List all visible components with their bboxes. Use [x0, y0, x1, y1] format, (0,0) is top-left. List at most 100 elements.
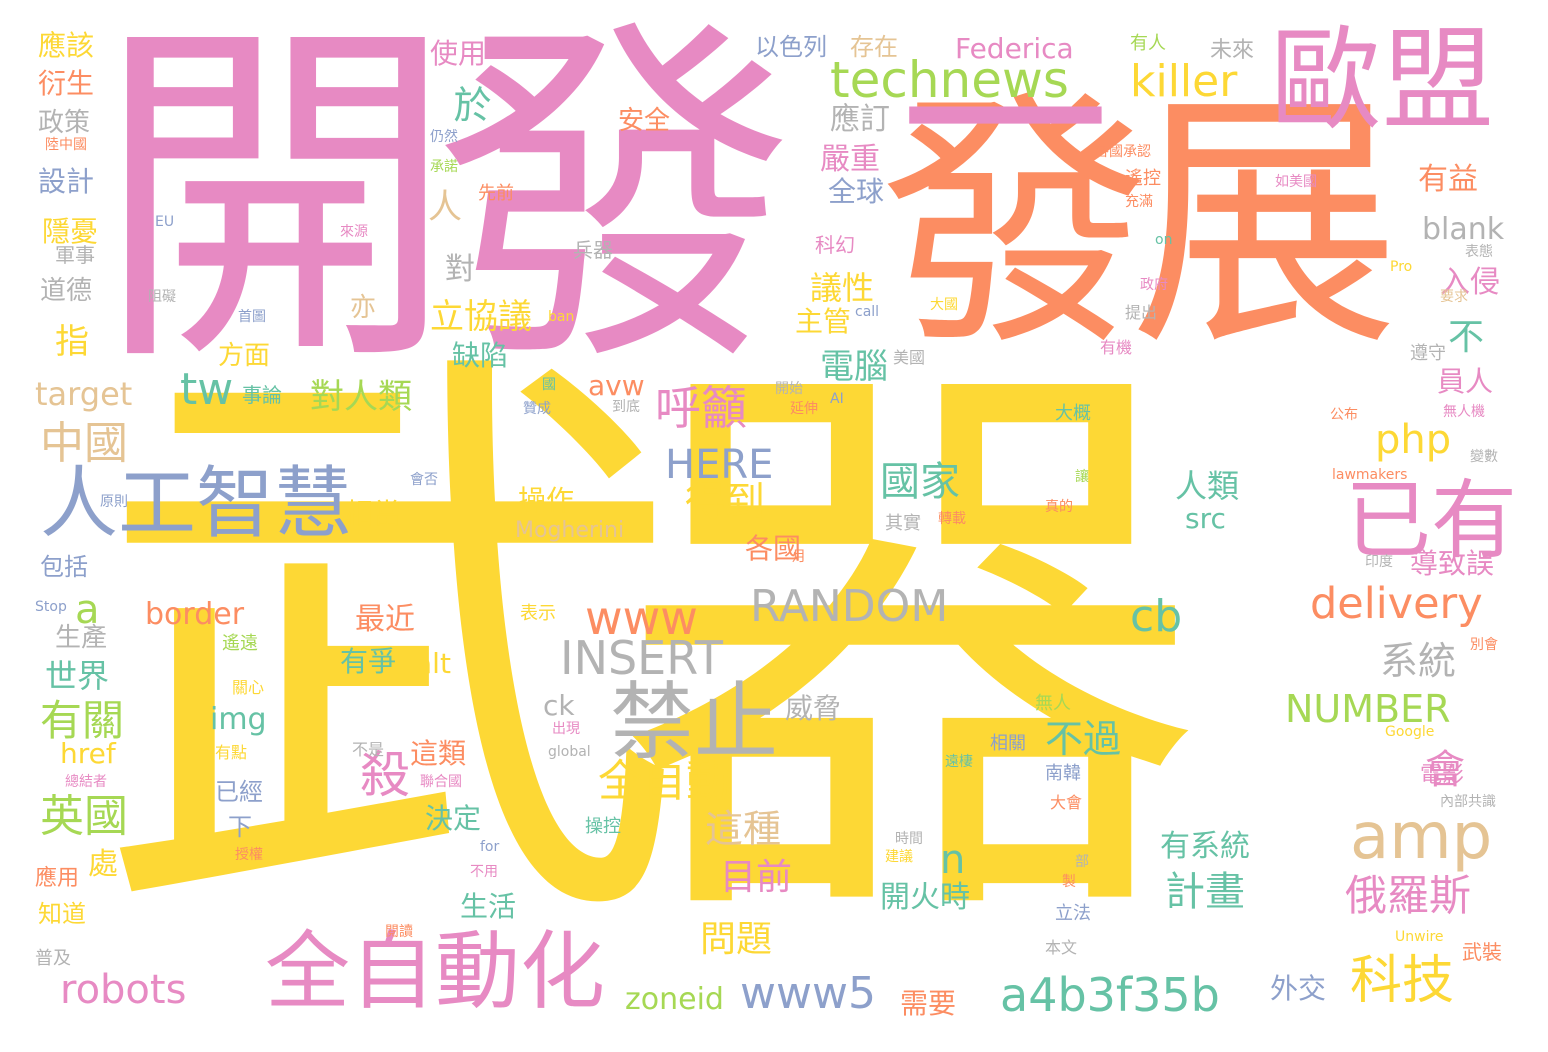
word: 隱憂 [42, 215, 99, 248]
word: 目前 [720, 857, 793, 898]
word: www [585, 591, 698, 645]
word: 普及 [35, 948, 71, 969]
word: 有益 [1418, 162, 1478, 197]
word: 武器 [95, 306, 1205, 993]
word: 殺 [360, 746, 410, 804]
word: 歐盟 [1270, 16, 1494, 146]
word: HERE [665, 442, 774, 488]
word: 科技 [1350, 951, 1455, 1011]
word: 生活 [460, 890, 517, 923]
word: 應訂 [830, 102, 890, 137]
word: 已有 [1345, 471, 1517, 571]
word: 國 [542, 377, 556, 393]
word: 先前 [478, 183, 514, 204]
word: www5 [740, 968, 876, 1019]
word: href [60, 737, 116, 770]
word: 時間 [895, 831, 923, 847]
word: 製 [1062, 874, 1076, 890]
word: 部 [1075, 854, 1089, 870]
word: border [145, 597, 245, 632]
word: 有點 [215, 743, 248, 762]
word: 會否 [410, 472, 438, 488]
word: 各國 [745, 532, 802, 565]
word: 有人 [1130, 33, 1166, 54]
word: 真的 [1045, 499, 1073, 515]
word: 安全 [618, 106, 671, 136]
word: 南韓 [1045, 763, 1081, 784]
word: 存在 [850, 33, 898, 61]
word: 應用 [35, 866, 80, 891]
word: 遠棲 [945, 754, 973, 770]
word: 相關 [990, 733, 1026, 754]
word: 不用 [470, 864, 498, 880]
word: php [1375, 417, 1452, 463]
word: robots [60, 967, 187, 1013]
word: 贊成 [523, 401, 551, 417]
word: img [210, 702, 267, 737]
word: 不過 [1045, 717, 1122, 761]
word: 議性 [810, 269, 875, 307]
word: amp [1350, 800, 1493, 874]
word: Pro [1390, 259, 1413, 275]
word: 指 [55, 322, 89, 362]
word: Unwire [1395, 929, 1444, 945]
word: 武裝 [1462, 940, 1502, 964]
word: 應該 [38, 29, 95, 62]
word: 立法 [1055, 903, 1091, 924]
word: tw [180, 364, 234, 415]
word: 全自動化 [265, 923, 606, 1022]
word: 開火時 [880, 880, 970, 915]
word: 關心 [232, 678, 265, 697]
word: 轉載 [938, 511, 966, 527]
word: 問題 [700, 919, 773, 960]
word: 到底 [612, 399, 640, 415]
word: cb [1130, 591, 1183, 642]
word: 有機 [1100, 338, 1133, 357]
word: 全球 [828, 175, 885, 208]
word: 道德 [40, 276, 93, 306]
word: 需要 [900, 987, 957, 1020]
word: a4b3f35b [1000, 968, 1220, 1022]
word: 有關 [40, 696, 125, 745]
word: on [1155, 232, 1173, 248]
word: 最近 [355, 602, 415, 637]
word: 主管 [795, 305, 852, 338]
word: 政府 [1140, 277, 1168, 293]
word: 印度 [1365, 554, 1393, 570]
word: ban [548, 309, 575, 325]
word: 各國承認 [1095, 144, 1151, 160]
word: call [855, 304, 880, 320]
word: 事論 [242, 383, 282, 407]
word: a [75, 587, 100, 633]
word: 全自動 [598, 756, 730, 807]
word: 出現 [552, 721, 580, 737]
word: 閱讀 [385, 924, 413, 940]
word: 聯合國 [420, 774, 462, 790]
word: 原則 [100, 494, 128, 510]
word: 建議 [885, 849, 913, 865]
word: 生產 [55, 623, 108, 653]
word: 衍生 [38, 67, 95, 100]
word: 電影 [1420, 763, 1465, 788]
word: 得到 [685, 479, 765, 525]
word: 計畫 [1165, 869, 1245, 915]
word: 處 [88, 847, 118, 882]
word: 設計 [38, 165, 95, 198]
word: 操控 [585, 816, 621, 837]
word: 人工智慧 [40, 459, 353, 549]
word: global [548, 744, 591, 760]
word: 會 [1425, 747, 1465, 793]
word: Federica [955, 32, 1074, 65]
word: 這類 [410, 737, 467, 770]
word: 對人類 [310, 377, 412, 417]
word: 如美國 [1275, 174, 1317, 190]
word: 亦 [350, 293, 377, 323]
word: 開始 [775, 381, 803, 397]
word: 操作 [518, 484, 575, 517]
word: AI [830, 391, 844, 407]
word: n [940, 837, 966, 883]
word: 阻礙 [148, 289, 176, 305]
word: killer [1130, 56, 1238, 107]
word: 美國 [893, 348, 926, 367]
